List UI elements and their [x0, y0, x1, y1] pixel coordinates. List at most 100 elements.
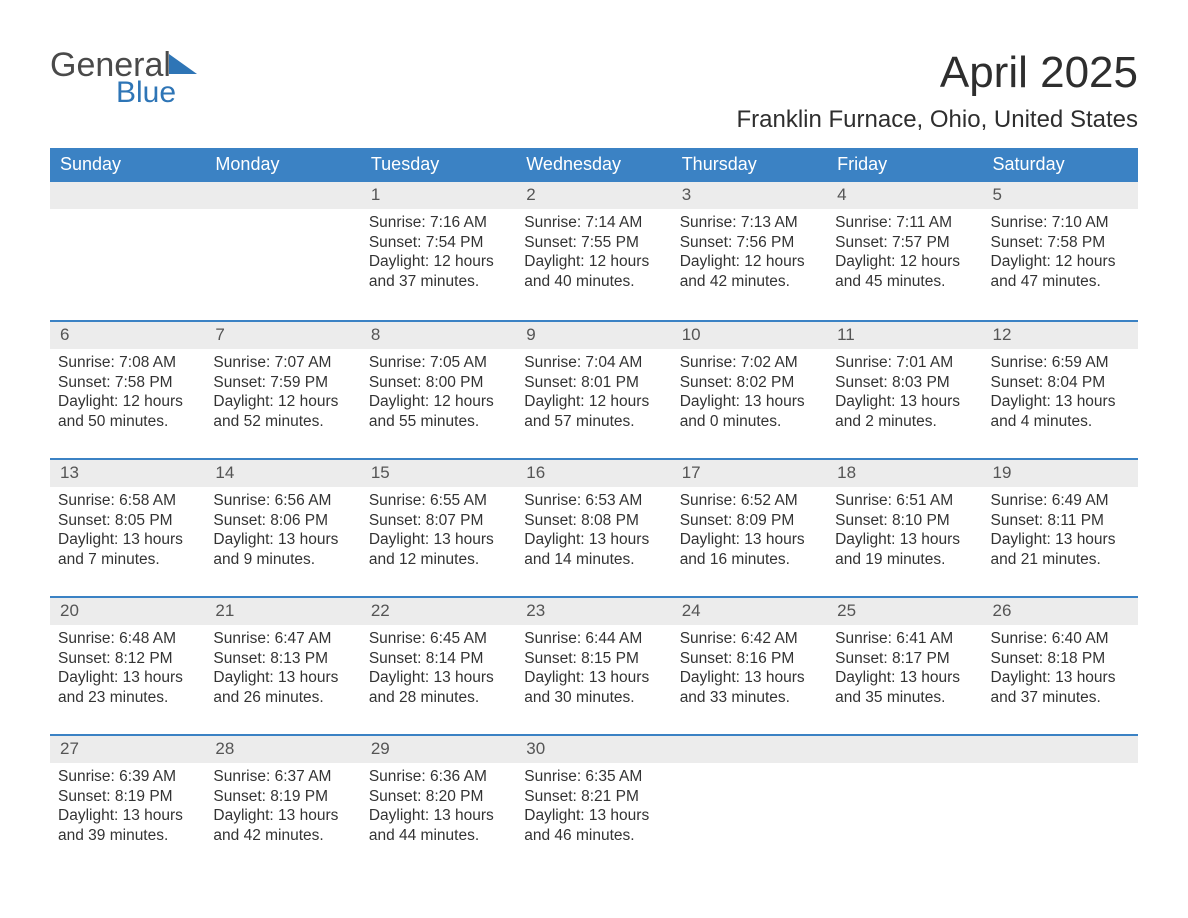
day-cell: 24Sunrise: 6:42 AMSunset: 8:16 PMDayligh…	[672, 598, 827, 734]
day-number: 8	[361, 322, 516, 349]
day-number: 13	[50, 460, 205, 487]
daylight-line: Daylight: 13 hours	[991, 668, 1130, 688]
day-cell: 27Sunrise: 6:39 AMSunset: 8:19 PMDayligh…	[50, 736, 205, 872]
week-row: 13Sunrise: 6:58 AMSunset: 8:05 PMDayligh…	[50, 458, 1138, 596]
sunset-line: Sunset: 7:58 PM	[58, 373, 197, 393]
daylight-line: Daylight: 13 hours	[369, 668, 508, 688]
sunrise-line: Sunrise: 6:36 AM	[369, 767, 508, 787]
daylight-line: Daylight: 13 hours	[680, 530, 819, 550]
daylight-line: and 14 minutes.	[524, 550, 663, 570]
day-number	[50, 182, 205, 209]
sunset-line: Sunset: 8:00 PM	[369, 373, 508, 393]
weeks-container: 1 Sunrise: 7:16 AMSunset: 7:54 PM Daylight…	[50, 182, 1138, 872]
daylight-line: Daylight: 13 hours	[991, 530, 1130, 550]
day-number: 20	[50, 598, 205, 625]
calendar-page: General Blue April 2025 Franklin Furnace…	[0, 0, 1188, 912]
sunset-line: Sunset: 8:07 PM	[369, 511, 508, 531]
sunset-line: Sunset: 8:18 PM	[991, 649, 1130, 669]
daylight-line: and 57 minutes.	[524, 412, 663, 432]
sunset-line: Sunset: 7:58 PM	[991, 233, 1130, 253]
day-number: 27	[50, 736, 205, 763]
daylight-line: and 0 minutes.	[680, 412, 819, 432]
daylight-line: Daylight: 13 hours	[524, 806, 663, 826]
day-cell: 4Sunrise: 7:11 AMSunset: 7:57 PMDaylight…	[827, 182, 982, 320]
dow-cell: Friday	[827, 148, 982, 182]
daylight-line: and 52 minutes.	[213, 412, 352, 432]
month-title: April 2025	[736, 48, 1138, 98]
daylight-line: and 26 minutes.	[213, 688, 352, 708]
daylight-line: and 4 minutes.	[991, 412, 1130, 432]
day-number: 1	[361, 182, 516, 209]
sunrise-line: Sunrise: 6:40 AM	[991, 629, 1130, 649]
day-number: 15	[361, 460, 516, 487]
dow-cell: Monday	[205, 148, 360, 182]
sunset-line: Sunset: 8:03 PM	[835, 373, 974, 393]
sunset-line: Sunset: 7:57 PM	[835, 233, 974, 253]
sunset-line: Sunset: 8:04 PM	[991, 373, 1130, 393]
daylight-line: Daylight: 12 hours	[58, 392, 197, 412]
sunset-line: Sunset: 8:15 PM	[524, 649, 663, 669]
day-cell: 6Sunrise: 7:08 AMSunset: 7:58 PMDaylight…	[50, 322, 205, 458]
sunrise-line: Sunrise: 6:58 AM	[58, 491, 197, 511]
day-cell: 22Sunrise: 6:45 AMSunset: 8:14 PMDayligh…	[361, 598, 516, 734]
daylight-line: and 47 minutes.	[991, 272, 1130, 292]
day-cell: 17Sunrise: 6:52 AMSunset: 8:09 PMDayligh…	[672, 460, 827, 596]
daylight-line: Daylight: 13 hours	[524, 530, 663, 550]
day-number: 25	[827, 598, 982, 625]
sunrise-line: Sunrise: 6:49 AM	[991, 491, 1130, 511]
sunset-line: Sunset: 7:55 PM	[524, 233, 663, 253]
day-cell: 8Sunrise: 7:05 AMSunset: 8:00 PMDaylight…	[361, 322, 516, 458]
week-row: 20Sunrise: 6:48 AMSunset: 8:12 PMDayligh…	[50, 596, 1138, 734]
day-cell: 1Sunrise: 7:16 AMSunset: 7:54 PMDaylight…	[361, 182, 516, 320]
sunset-line: Sunset: 7:56 PM	[680, 233, 819, 253]
day-cell: 11Sunrise: 7:01 AMSunset: 8:03 PMDayligh…	[827, 322, 982, 458]
day-cell: 23Sunrise: 6:44 AMSunset: 8:15 PMDayligh…	[516, 598, 671, 734]
day-cell: 13Sunrise: 6:58 AMSunset: 8:05 PMDayligh…	[50, 460, 205, 596]
sunset-line: Sunset: 8:16 PM	[680, 649, 819, 669]
daylight-line: and 44 minutes.	[369, 826, 508, 846]
sunset-line: Sunset: 8:10 PM	[835, 511, 974, 531]
daylight-line: Daylight: 13 hours	[58, 668, 197, 688]
sunset-line: Sunset: 8:13 PM	[213, 649, 352, 669]
sunrise-line: Sunrise: 7:05 AM	[369, 353, 508, 373]
sunset-line: Sunset: 7:59 PM	[213, 373, 352, 393]
daylight-line: and 23 minutes.	[58, 688, 197, 708]
day-cell: 30Sunrise: 6:35 AMSunset: 8:21 PMDayligh…	[516, 736, 671, 872]
sunset-line: Sunset: 8:06 PM	[213, 511, 352, 531]
day-number: 21	[205, 598, 360, 625]
day-cell: 16Sunrise: 6:53 AMSunset: 8:08 PMDayligh…	[516, 460, 671, 596]
sunrise-line: Sunrise: 7:14 AM	[524, 213, 663, 233]
day-number	[672, 736, 827, 763]
day-number: 23	[516, 598, 671, 625]
day-number: 9	[516, 322, 671, 349]
daylight-line: Daylight: 13 hours	[369, 806, 508, 826]
dow-cell: Saturday	[983, 148, 1138, 182]
sunset-line: Sunset: 8:19 PM	[58, 787, 197, 807]
sunset-line: Sunset: 8:17 PM	[835, 649, 974, 669]
day-cell: 5Sunrise: 7:10 AMSunset: 7:58 PMDaylight…	[983, 182, 1138, 320]
location-subtitle: Franklin Furnace, Ohio, United States	[736, 106, 1138, 134]
daylight-line: and 55 minutes.	[369, 412, 508, 432]
daylight-line: Daylight: 13 hours	[835, 530, 974, 550]
sunset-line: Sunset: 8:08 PM	[524, 511, 663, 531]
day-number	[827, 736, 982, 763]
day-number: 2	[516, 182, 671, 209]
daylight-line: and 7 minutes.	[58, 550, 197, 570]
daylight-line: Daylight: 13 hours	[680, 392, 819, 412]
sunrise-line: Sunrise: 6:35 AM	[524, 767, 663, 787]
daylight-line: Daylight: 12 hours	[213, 392, 352, 412]
sunset-line: Sunset: 7:54 PM	[369, 233, 508, 253]
sunrise-line: Sunrise: 6:53 AM	[524, 491, 663, 511]
sunrise-line: Sunrise: 7:16 AM	[369, 213, 508, 233]
sunrise-line: Sunrise: 6:51 AM	[835, 491, 974, 511]
day-cell: 3Sunrise: 7:13 AMSunset: 7:56 PMDaylight…	[672, 182, 827, 320]
daylight-line: Daylight: 13 hours	[680, 668, 819, 688]
day-cell: 10Sunrise: 7:02 AMSunset: 8:02 PMDayligh…	[672, 322, 827, 458]
sunrise-line: Sunrise: 7:08 AM	[58, 353, 197, 373]
daylight-line: and 12 minutes.	[369, 550, 508, 570]
day-cell: 26Sunrise: 6:40 AMSunset: 8:18 PMDayligh…	[983, 598, 1138, 734]
daylight-line: and 2 minutes.	[835, 412, 974, 432]
sunrise-line: Sunrise: 7:10 AM	[991, 213, 1130, 233]
day-cell: 9Sunrise: 7:04 AMSunset: 8:01 PMDaylight…	[516, 322, 671, 458]
day-number	[205, 182, 360, 209]
